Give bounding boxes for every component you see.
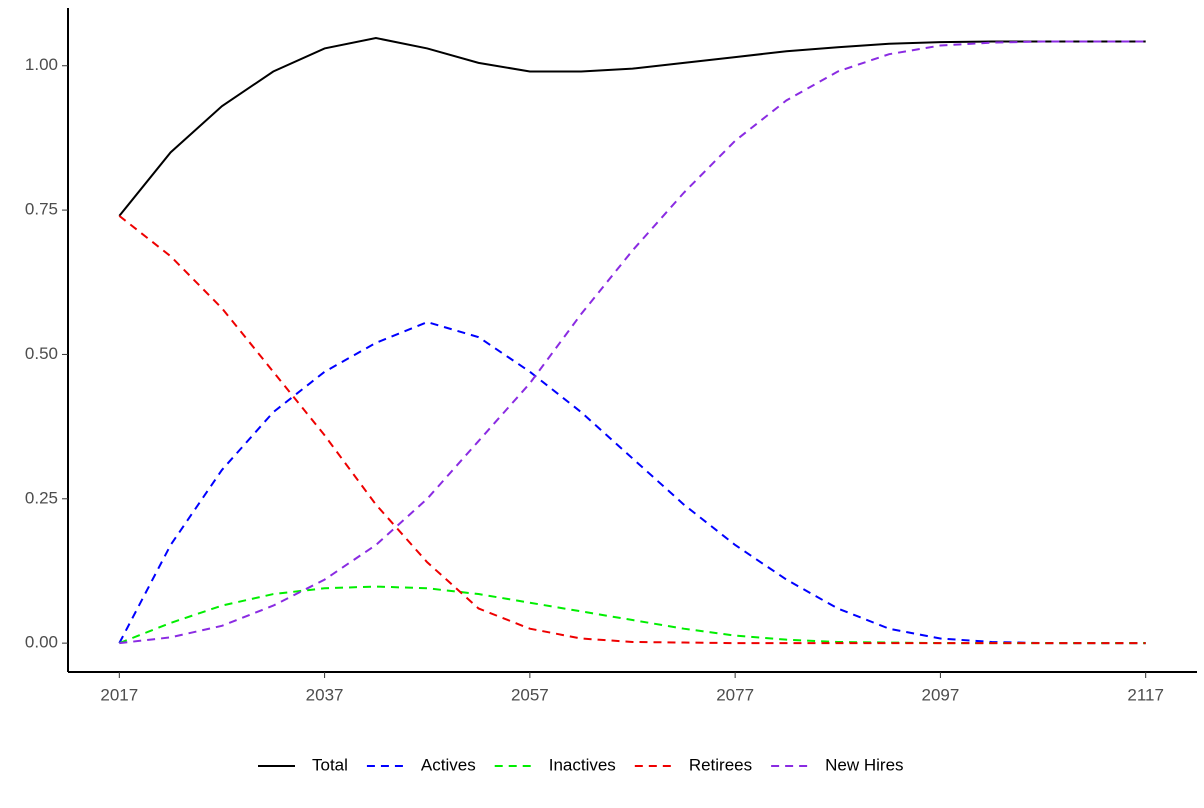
x-tick-label: 2117 <box>1127 685 1164 704</box>
x-tick-label: 2097 <box>921 685 959 704</box>
series-line <box>119 40 1146 645</box>
x-tick-label: 2017 <box>100 685 138 704</box>
legend-label: Total <box>312 755 348 774</box>
series-line <box>118 585 1146 645</box>
series-line <box>118 321 1146 645</box>
legend-label: Inactives <box>549 755 616 774</box>
legend-label: Actives <box>421 755 476 774</box>
y-tick-label: 0.75 <box>25 200 58 219</box>
legend-label: Retirees <box>689 755 752 774</box>
legend-label: New Hires <box>825 755 903 774</box>
y-tick-label: 1.00 <box>25 55 58 74</box>
series-line <box>118 215 1146 645</box>
x-tick-label: 2037 <box>306 685 344 704</box>
y-tick-label: 0.50 <box>25 344 58 363</box>
y-tick-label: 0.25 <box>25 488 58 507</box>
y-tick-label: 0.00 <box>25 633 58 652</box>
series-line <box>118 37 1146 217</box>
x-tick-label: 2057 <box>511 685 549 704</box>
x-tick-label: 2077 <box>716 685 754 704</box>
